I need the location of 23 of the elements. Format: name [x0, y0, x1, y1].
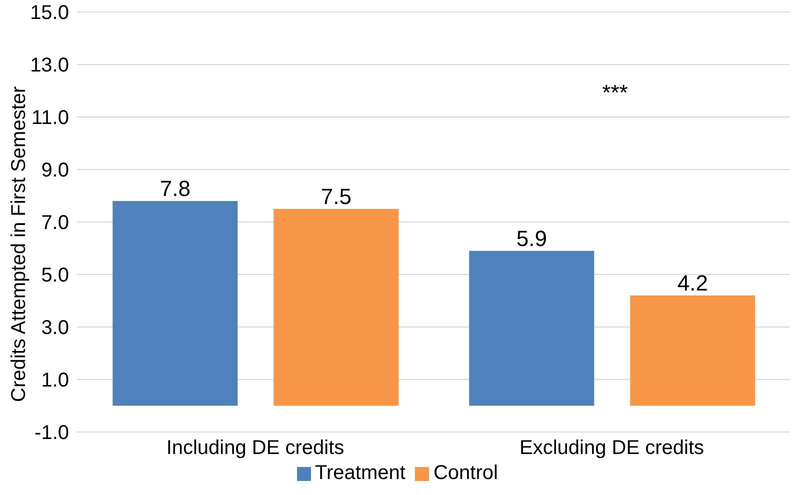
x-tick-label: Excluding DE credits: [519, 437, 704, 460]
data-label: 5.9: [516, 226, 547, 251]
bar: [469, 250, 594, 406]
legend-label: Control: [433, 462, 498, 484]
y-tick-label: 5.0: [41, 264, 69, 287]
bar: [274, 208, 399, 406]
y-tick-label: 7.0: [41, 212, 69, 234]
y-axis-title: Credits Attempted in First Semester: [8, 86, 30, 402]
bar: [630, 296, 756, 406]
y-tick-label: 9.0: [41, 160, 69, 182]
y-tick-label: 1.0: [41, 370, 69, 392]
y-tick-label: 3.0: [41, 317, 69, 340]
y-tick-label: 13.0: [30, 54, 69, 77]
data-label: 4.2: [677, 270, 708, 296]
x-tick-label: Including DE credits: [166, 437, 344, 460]
data-label: 7.5: [320, 184, 352, 209]
legend-label: Treatment: [315, 462, 406, 484]
bar: [112, 201, 238, 406]
data-label: 7.8: [160, 176, 190, 201]
y-tick-label: 11.0: [32, 107, 69, 130]
y-tick-label: -1.0: [34, 422, 69, 444]
annotation: ***: [601, 80, 629, 106]
y-tick-label: 15.0: [30, 2, 69, 24]
